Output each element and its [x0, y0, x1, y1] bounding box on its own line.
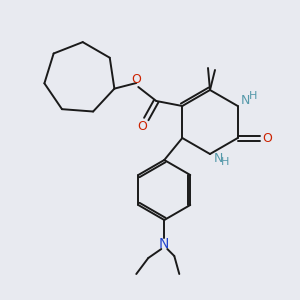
Text: N: N: [213, 152, 223, 164]
Text: O: O: [131, 73, 141, 85]
Text: H: H: [248, 91, 257, 101]
Text: O: O: [262, 131, 272, 145]
Text: N: N: [241, 94, 250, 106]
Text: O: O: [137, 119, 147, 133]
Text: N: N: [159, 237, 169, 251]
Text: H: H: [221, 157, 229, 167]
